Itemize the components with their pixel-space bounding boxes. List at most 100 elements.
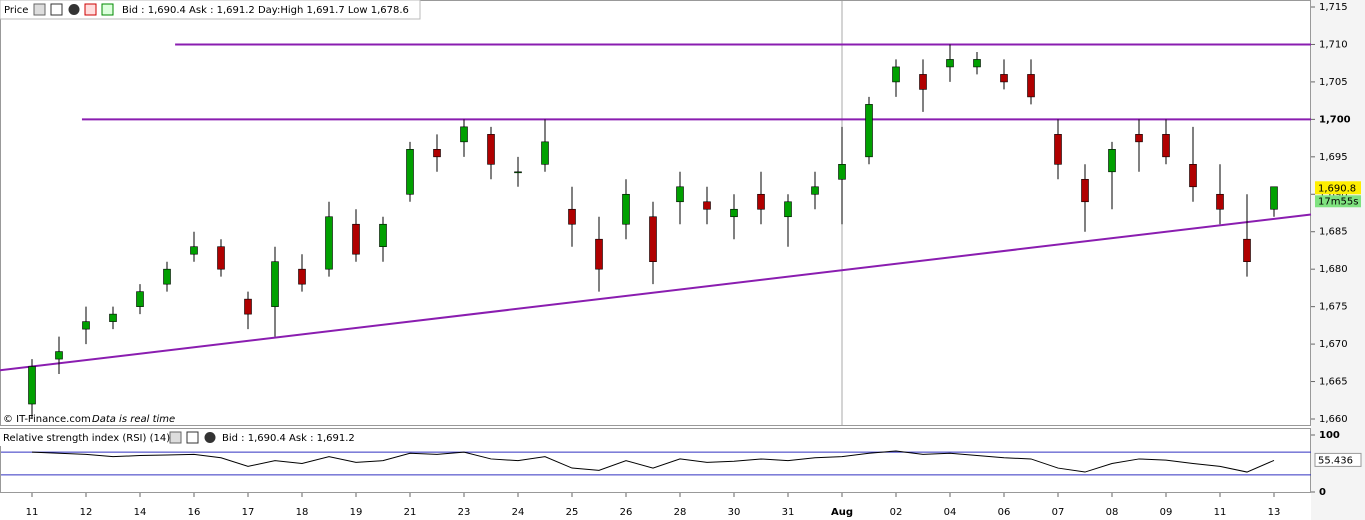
candle-body <box>649 216 657 262</box>
rsi-icons[interactable] <box>169 431 216 444</box>
candle-body <box>730 208 738 218</box>
x-tick-label: 09 <box>1160 507 1173 518</box>
rsi-title: Relative strength index (RSI) (14) <box>3 433 170 444</box>
x-tick-label: 11 <box>1214 507 1227 518</box>
rsi-value-box <box>1314 452 1362 467</box>
candle-body <box>460 126 468 143</box>
watermark: © IT-Finance.com <box>3 414 91 425</box>
candle-body <box>811 186 819 195</box>
countdown-label: 17m55s <box>1318 196 1358 207</box>
x-tick-label: 12 <box>80 507 93 518</box>
candle-body <box>757 193 765 210</box>
y-tick-label: 1,660 <box>1319 414 1348 425</box>
rsi-tick-label: 100 <box>1319 430 1340 441</box>
candle-body <box>244 298 252 315</box>
close-icon[interactable] <box>68 4 80 15</box>
x-tick-label: 30 <box>728 507 741 518</box>
candle-body <box>136 291 144 307</box>
x-tick-label: 02 <box>890 507 903 518</box>
rsi-line <box>31 450 1275 473</box>
candle-body <box>946 59 954 68</box>
y-tick-label: 1,710 <box>1319 39 1348 50</box>
candle-body <box>1243 238 1251 262</box>
candle-body <box>838 164 846 180</box>
window-icon[interactable] <box>50 3 63 16</box>
x-tick-label: 31 <box>782 507 795 518</box>
axis-panel <box>1311 0 1365 520</box>
x-tick-label: 23 <box>458 507 471 518</box>
rsi-close-icon[interactable] <box>204 432 216 443</box>
candle-body <box>1108 149 1116 173</box>
settings-icon[interactable] <box>33 3 46 16</box>
candle-body <box>406 149 414 195</box>
last-price-box <box>1315 181 1361 195</box>
candle-body <box>892 66 900 83</box>
x-tick-label: 18 <box>296 507 309 518</box>
candle-body <box>190 246 198 255</box>
y-tick-label: 1,665 <box>1319 377 1348 388</box>
y-tick-label: 1,675 <box>1319 302 1348 313</box>
candle-body <box>784 201 792 218</box>
candle-body <box>568 208 576 225</box>
candle-body <box>1054 134 1062 165</box>
candle-body <box>352 223 360 255</box>
x-tick-label: 04 <box>944 507 957 518</box>
x-tick-label: 25 <box>566 507 579 518</box>
candle-body <box>919 74 927 90</box>
candle-body <box>379 223 387 248</box>
x-tick-label: 28 <box>674 507 687 518</box>
buy-icon[interactable] <box>101 3 114 16</box>
candle-body <box>703 201 711 210</box>
candle-body <box>325 216 333 270</box>
rsi-settings-icon[interactable] <box>169 431 182 444</box>
x-tick-label: 14 <box>134 507 147 518</box>
x-tick-label: 19 <box>350 507 363 518</box>
candle-body <box>1081 178 1089 203</box>
candle-body <box>676 186 684 203</box>
x-tick-label: 21 <box>404 507 417 518</box>
candle-body <box>1135 134 1143 143</box>
candle-body <box>514 171 522 174</box>
candle-body <box>28 366 36 405</box>
candle-body <box>1162 134 1170 158</box>
candle-body <box>487 134 495 165</box>
rsi-value-label: 55.436 <box>1318 455 1353 466</box>
candle-body <box>271 261 279 307</box>
x-tick-label: 24 <box>512 507 525 518</box>
y-tick-label: 1,685 <box>1319 227 1348 238</box>
x-tick-label: 06 <box>998 507 1011 518</box>
rsi-pane <box>0 428 1311 493</box>
rsi-tick-label: 0 <box>1319 487 1326 498</box>
x-tick-label: 08 <box>1106 507 1119 518</box>
countdown-box <box>1315 195 1361 208</box>
x-tick-label: Aug <box>831 507 853 518</box>
candle-body <box>865 104 873 158</box>
candle-body <box>622 193 630 225</box>
candle-body <box>55 351 63 360</box>
candle-body <box>1270 186 1278 210</box>
last-price-label: 1,690.8 <box>1318 183 1356 194</box>
y-tick-label: 1,680 <box>1319 264 1348 275</box>
x-tick-label: 26 <box>620 507 633 518</box>
candle-body <box>1216 193 1224 210</box>
candle-body <box>163 268 171 285</box>
toolbar-icons[interactable] <box>33 3 114 16</box>
y-tick-label: 1,700 <box>1319 114 1351 125</box>
rsi-window-icon[interactable] <box>186 431 199 444</box>
candle-body <box>217 246 225 270</box>
x-tick-label: 07 <box>1052 507 1065 518</box>
candle-body <box>82 321 90 330</box>
candle-body <box>109 313 117 322</box>
trendline <box>0 213 1312 372</box>
candle-body <box>298 268 306 285</box>
rsi-quote: Bid : 1,690.4 Ask : 1,691.2 <box>222 433 355 444</box>
candle-body <box>541 141 549 165</box>
realtime-note: Data is real time <box>92 414 175 425</box>
y-tick-label: 1,705 <box>1319 77 1348 88</box>
y-tick-label: 1,670 <box>1319 339 1348 350</box>
price-quote: Bid : 1,690.4 Ask : 1,691.2 Day:High 1,6… <box>122 5 409 16</box>
sell-icon[interactable] <box>84 3 97 16</box>
x-tick-label: 13 <box>1268 507 1281 518</box>
x-tick-label: 16 <box>188 507 201 518</box>
candle-body <box>1027 74 1035 98</box>
